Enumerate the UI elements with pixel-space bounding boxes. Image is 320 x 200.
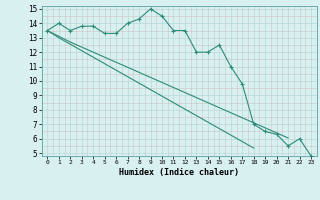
X-axis label: Humidex (Indice chaleur): Humidex (Indice chaleur)	[119, 168, 239, 177]
